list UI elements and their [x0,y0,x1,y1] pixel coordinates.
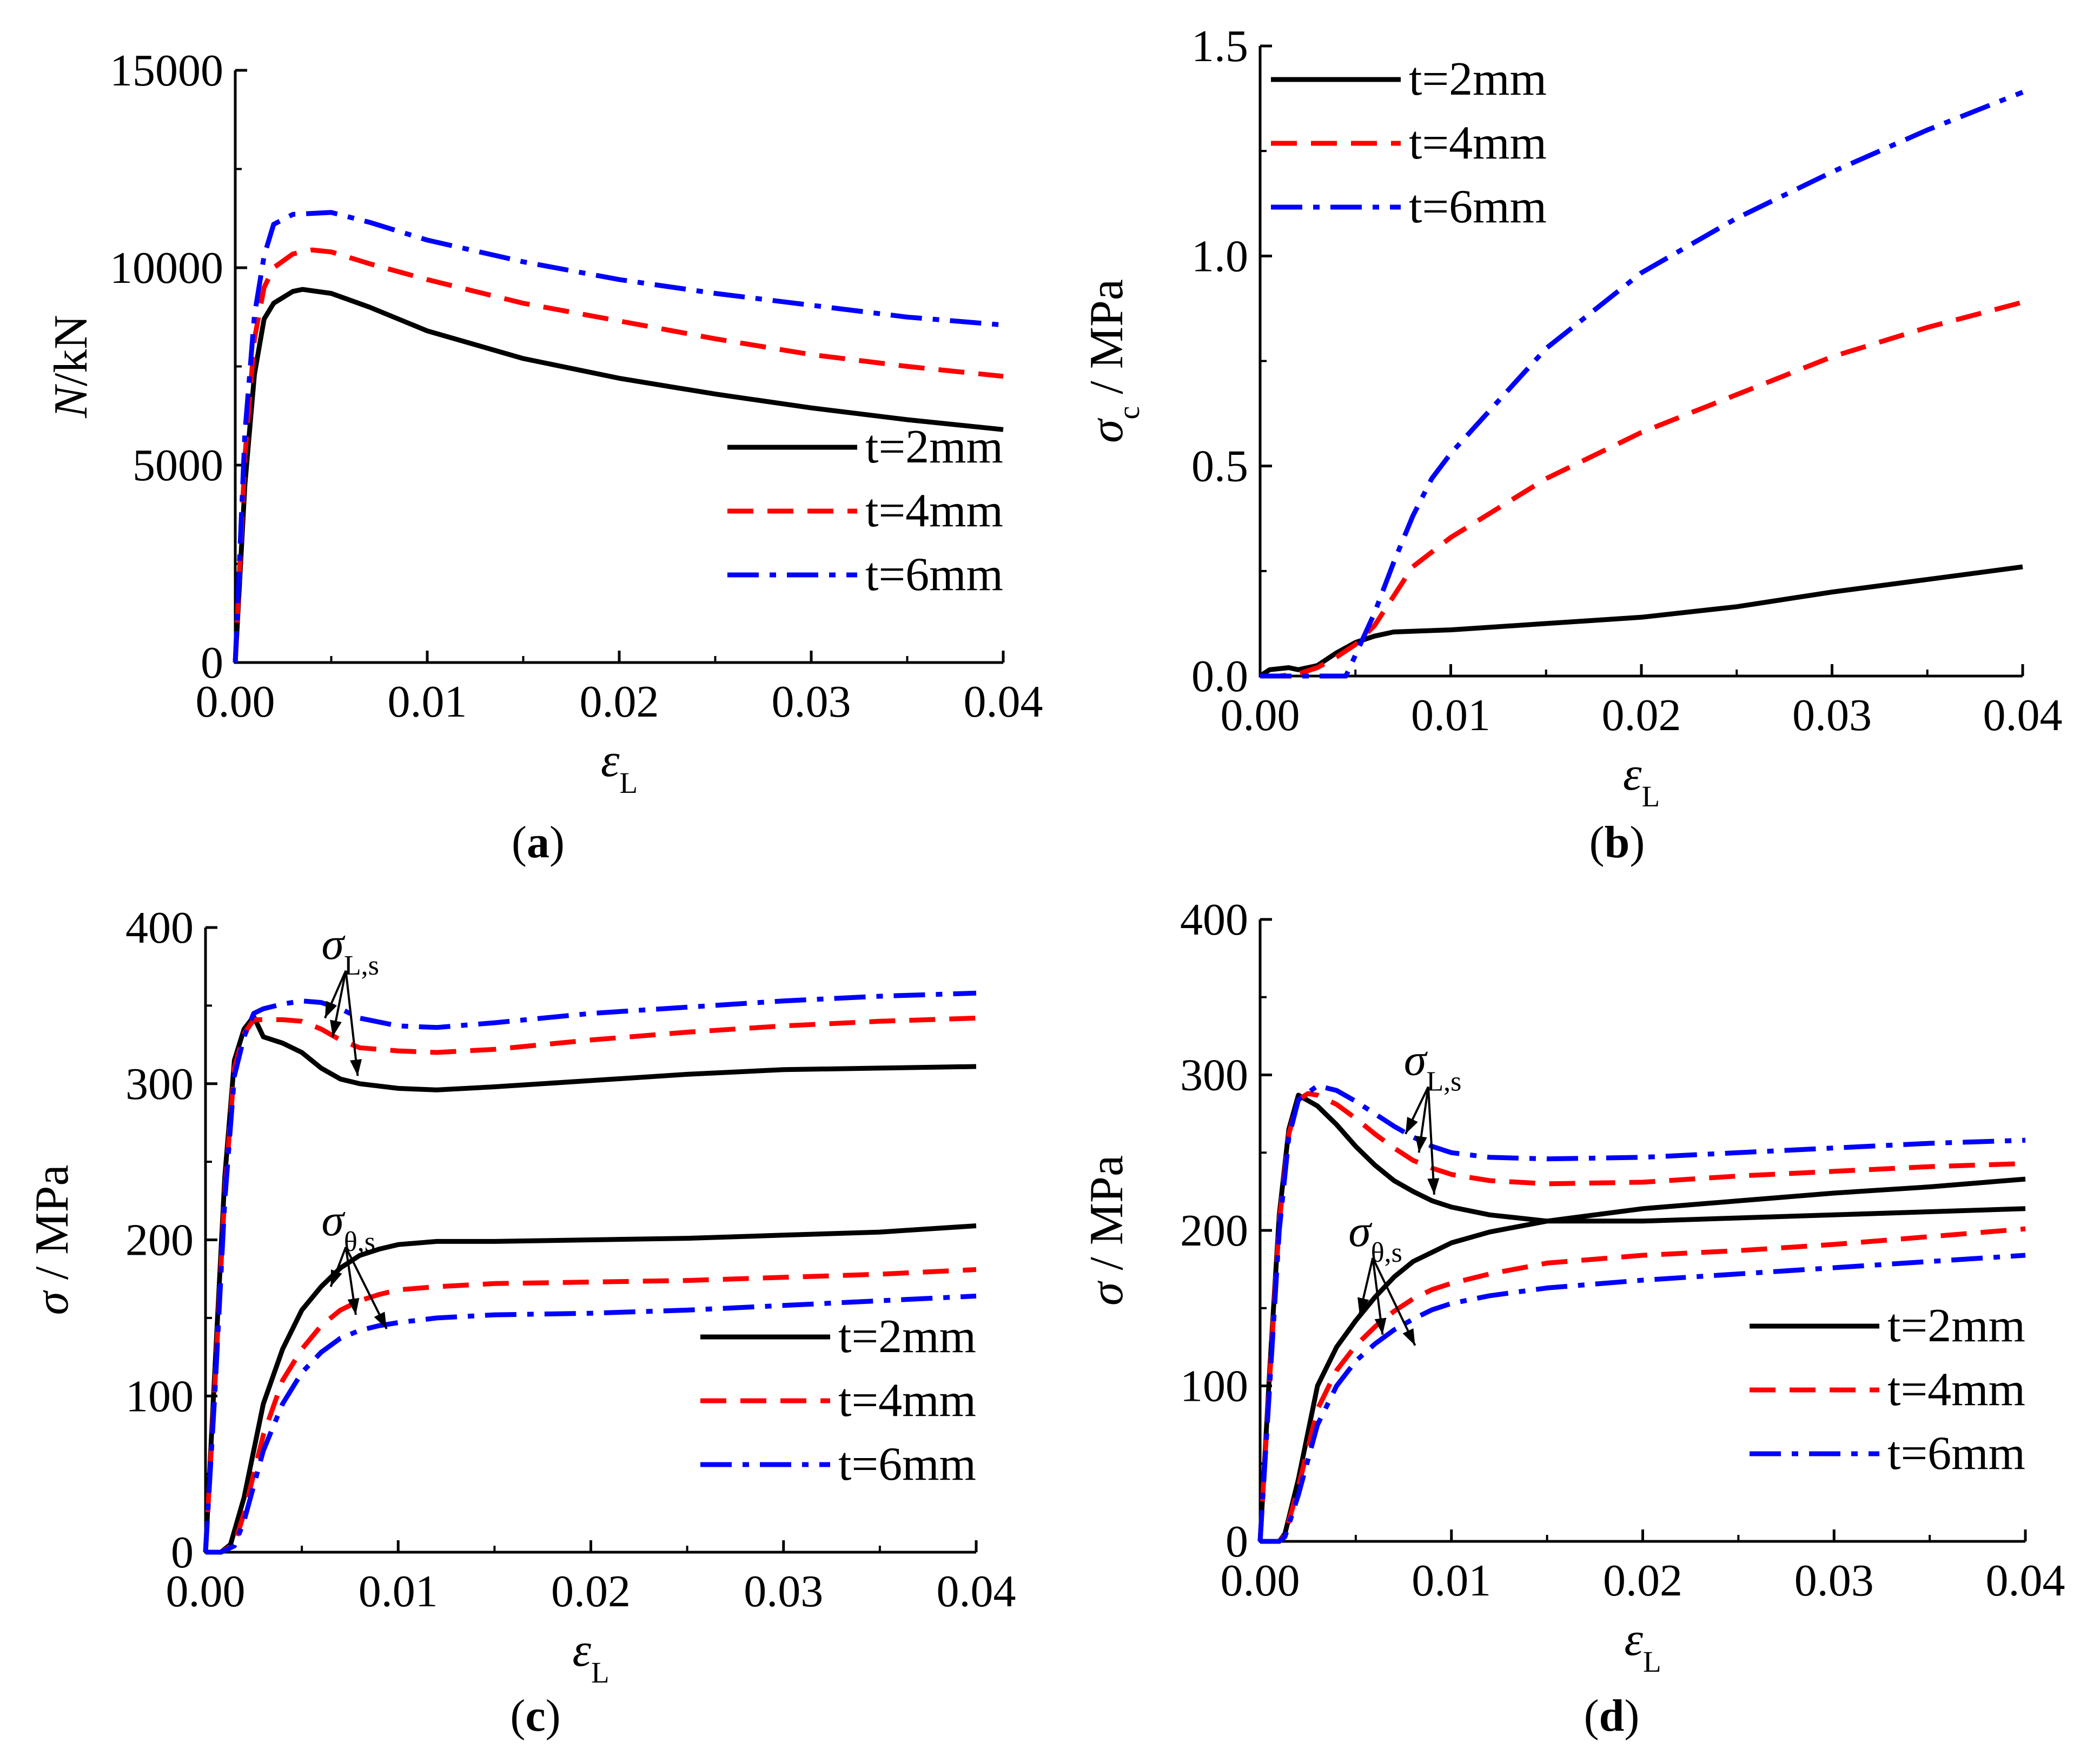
x-tick-label: 0.00 [1221,690,1300,740]
y-tick-label: 0 [201,638,223,688]
legend-label: t=2mm [838,1310,976,1363]
annotation-arrowhead [324,1001,337,1018]
annotation-label: σθ,s [1348,1206,1402,1268]
series-line-t-6mm-L [1257,1083,2026,1542]
y-tick-label: 1.5 [1191,21,1248,71]
annotation-label: σL,s [321,919,379,981]
series-line-t-2mm [233,287,1004,663]
y-tick-label: 300 [125,1059,194,1109]
series-line-t-6mm-theta [206,1293,977,1555]
annotation-arrow [345,970,359,1076]
x-tick-label: 0.03 [1794,1555,1874,1606]
x-axis-label: εL [572,1624,609,1689]
annotation-arrow [1427,1087,1435,1195]
panel-caption: (c) [510,1691,560,1741]
series-line-t-4mm [233,247,1004,663]
panel-caption: (b) [1589,817,1645,867]
annotation-arrowhead [1405,1116,1418,1134]
annotation-arrowhead [330,1269,342,1287]
y-axis-label: N/kN [45,315,97,419]
series-line-t-4mm [1260,300,2024,679]
panel-caption: (d) [1584,1691,1640,1741]
annotation-arrowhead [330,1019,342,1037]
x-axis-label: εL [1624,1613,1661,1678]
x-tick-label: 0.00 [196,677,275,727]
x-tick-label: 0.03 [1792,690,1872,740]
x-tick-label: 0.04 [964,677,1043,727]
x-tick-label: 0.04 [1986,1555,2065,1606]
x-tick-label: 0.01 [1411,690,1490,740]
x-axis-label: εL [601,734,638,799]
series-line-t-2mm-theta [1260,1176,2026,1544]
panel-c: 0.00 0.01 0.02 0.03 0.04 0 100 200 300 400 εL σ / M… [26,903,1016,1741]
y-tick-label: 5000 [133,440,223,491]
y-tick-label: 100 [125,1371,194,1421]
annotation-arrowhead [374,1312,387,1329]
x-axis-label: εL [1623,748,1660,813]
y-tick-label: 200 [125,1215,194,1266]
y-tick-label: 1.0 [1191,231,1248,281]
legend-label: t=4mm [838,1374,976,1427]
x-tick-label: 0.01 [1412,1555,1491,1606]
annotation-label: σL,s [1404,1035,1461,1097]
series-line-t-2mm [1258,564,2023,678]
legend-label: t=4mm [1409,117,1547,169]
annotation-arrowhead [347,1297,360,1315]
annotation-arrowhead [1357,1297,1369,1315]
y-tick-label: 15000 [110,45,223,96]
legend-label: t=2mm [865,421,1003,473]
x-tick-label: 0.04 [937,1566,1016,1617]
x-tick-label: 0.01 [388,677,467,727]
panel-d: 0.00 0.01 0.02 0.03 0.04 0 100 200 300 400 εL σ / M… [1081,895,2065,1741]
y-axis-label: σc / MPa [1081,279,1146,443]
annotation-arrowhead [350,1059,362,1076]
series-line-t-6mm [1260,90,2024,679]
series-line-t-6mm [233,210,1004,663]
y-axis-label: σ / MPa [26,1164,78,1315]
panel-b: 0.00 0.01 0.02 0.03 0.04 0.0 0.5 1.0 1.5 εL σc / M… [1081,21,2063,867]
x-tick-label: 0.02 [1602,690,1681,740]
legend-label: t=2mm [1409,53,1547,105]
x-tick-label: 0.01 [359,1566,438,1617]
legend-label: t=2mm [1887,1300,2025,1352]
series-line-t-2mm-theta [206,1223,977,1555]
legend-label: t=4mm [865,485,1003,537]
series-line-t-6mm-theta [1260,1253,2026,1544]
x-tick-label: 0.04 [1983,690,2063,740]
y-tick-label: 0 [1225,1516,1248,1567]
x-tick-label: 0.02 [1603,1555,1682,1606]
annotation-arrowhead [1415,1136,1427,1153]
y-axis-label: σ / MPa [1081,1155,1133,1306]
x-tick-label: 0.00 [1221,1555,1300,1606]
x-tick-label: 0.02 [580,677,659,727]
y-tick-label: 100 [1180,1361,1248,1412]
x-tick-label: 0.03 [772,677,851,727]
y-tick-label: 10000 [110,243,223,293]
annotation-arrowhead [1427,1178,1440,1195]
y-tick-label: 400 [1180,895,1248,945]
y-tick-label: 200 [1180,1206,1248,1256]
annotation-label: σθ,s [321,1195,375,1257]
legend-label: t=6mm [838,1438,976,1491]
y-tick-label: 0.5 [1191,441,1248,492]
legend-label: t=4mm [1887,1363,2025,1416]
y-tick-label: 300 [1180,1050,1248,1101]
legend-label: t=6mm [1887,1427,2025,1480]
panel-a: 0.00 0.01 0.02 0.03 0.04 0 5000 10000 15000 εL N/k… [45,45,1043,867]
x-tick-label: 0.02 [551,1566,631,1617]
x-tick-label: 0.00 [166,1566,246,1617]
legend-label: t=6mm [865,548,1003,601]
y-tick-label: 0 [171,1527,194,1578]
legend-label: t=6mm [1409,181,1547,233]
y-tick-label: 400 [125,903,194,953]
panel-caption: (a) [512,817,565,867]
x-tick-label: 0.03 [744,1566,823,1617]
annotation-arrowhead [1374,1317,1387,1335]
annotation-arrowhead [1402,1328,1415,1346]
y-tick-label: 0.0 [1191,651,1248,701]
